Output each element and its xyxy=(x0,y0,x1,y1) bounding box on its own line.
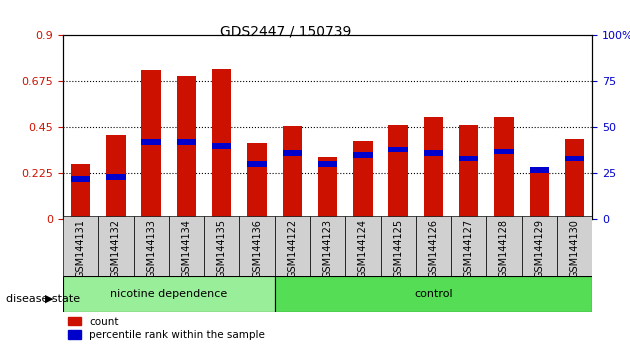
FancyBboxPatch shape xyxy=(451,216,486,276)
FancyBboxPatch shape xyxy=(275,276,592,312)
Text: GSM144131: GSM144131 xyxy=(76,219,86,278)
Bar xyxy=(424,117,443,219)
Text: GSM144125: GSM144125 xyxy=(393,219,403,278)
Bar xyxy=(389,125,408,219)
Bar xyxy=(71,176,90,182)
FancyBboxPatch shape xyxy=(239,216,275,276)
Text: GSM144123: GSM144123 xyxy=(323,219,333,278)
Bar xyxy=(530,167,549,172)
Bar xyxy=(565,156,584,161)
FancyBboxPatch shape xyxy=(134,216,169,276)
Text: GSM144127: GSM144127 xyxy=(464,219,474,278)
Bar xyxy=(248,161,266,167)
FancyBboxPatch shape xyxy=(63,276,275,312)
Bar xyxy=(248,143,266,219)
Text: GSM144126: GSM144126 xyxy=(428,219,438,278)
Text: GDS2447 / 150739: GDS2447 / 150739 xyxy=(220,25,352,39)
Bar xyxy=(318,161,337,167)
Bar xyxy=(71,164,90,219)
FancyBboxPatch shape xyxy=(63,216,98,276)
Bar xyxy=(142,139,161,145)
FancyBboxPatch shape xyxy=(310,216,345,276)
Bar xyxy=(142,70,161,219)
FancyBboxPatch shape xyxy=(416,216,451,276)
Text: GSM144134: GSM144134 xyxy=(181,219,192,278)
FancyBboxPatch shape xyxy=(204,216,239,276)
Bar xyxy=(459,125,478,219)
Bar xyxy=(495,149,513,154)
Bar xyxy=(389,147,408,152)
Text: disease state: disease state xyxy=(6,294,81,304)
FancyBboxPatch shape xyxy=(486,216,522,276)
Text: ▶: ▶ xyxy=(45,294,54,304)
FancyBboxPatch shape xyxy=(98,216,134,276)
Text: GSM144128: GSM144128 xyxy=(499,219,509,278)
Bar xyxy=(106,135,125,219)
Bar xyxy=(106,175,125,180)
Text: GSM144132: GSM144132 xyxy=(111,219,121,278)
Bar xyxy=(283,126,302,219)
FancyBboxPatch shape xyxy=(169,216,204,276)
Bar xyxy=(318,157,337,219)
Bar xyxy=(283,150,302,156)
Text: GSM144130: GSM144130 xyxy=(570,219,580,278)
Bar xyxy=(495,117,513,219)
Text: control: control xyxy=(414,289,453,299)
Bar xyxy=(177,139,196,145)
Text: GSM144135: GSM144135 xyxy=(217,219,227,278)
FancyBboxPatch shape xyxy=(381,216,416,276)
Text: GSM144136: GSM144136 xyxy=(252,219,262,278)
FancyBboxPatch shape xyxy=(275,216,310,276)
Bar xyxy=(177,76,196,219)
Bar xyxy=(565,139,584,219)
Text: GSM144129: GSM144129 xyxy=(534,219,544,278)
Bar xyxy=(353,152,372,158)
Bar xyxy=(353,141,372,219)
Text: GSM144133: GSM144133 xyxy=(146,219,156,278)
Bar xyxy=(530,170,549,219)
FancyBboxPatch shape xyxy=(345,216,381,276)
Text: nicotine dependence: nicotine dependence xyxy=(110,289,227,299)
Bar xyxy=(212,69,231,219)
Text: GSM144122: GSM144122 xyxy=(287,219,297,278)
Bar xyxy=(212,143,231,149)
Bar xyxy=(459,156,478,161)
Legend: count, percentile rank within the sample: count, percentile rank within the sample xyxy=(68,317,265,340)
FancyBboxPatch shape xyxy=(522,216,557,276)
FancyBboxPatch shape xyxy=(557,216,592,276)
Text: GSM144124: GSM144124 xyxy=(358,219,368,278)
Bar xyxy=(424,150,443,156)
